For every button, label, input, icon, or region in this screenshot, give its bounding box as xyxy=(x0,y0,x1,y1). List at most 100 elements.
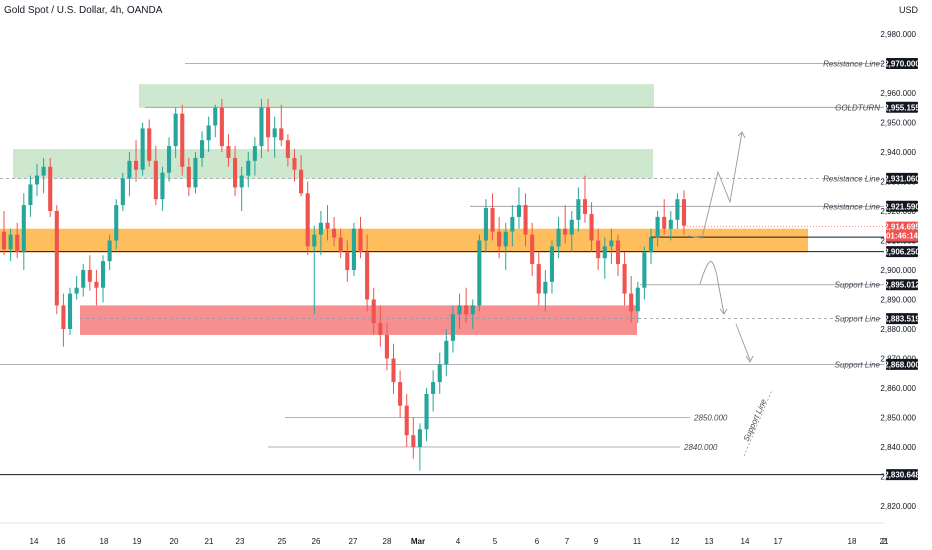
price-tick: 2,850.000 xyxy=(880,414,916,423)
candle-body xyxy=(28,184,33,206)
price-tick: 2,960.000 xyxy=(880,89,916,98)
candle-body xyxy=(140,128,145,170)
price-badge-text: 2,868.000 xyxy=(884,360,920,369)
time-tick: 21 xyxy=(205,537,214,546)
candle-body xyxy=(173,113,178,147)
chart-title: Gold Spot / U.S. Dollar, 4h, OANDA xyxy=(4,5,163,16)
candle-body xyxy=(180,113,185,167)
time-tick: 13 xyxy=(705,537,714,546)
candle-body xyxy=(642,252,647,288)
candle-body xyxy=(497,231,502,247)
candle-body xyxy=(200,140,205,158)
price-badge-text: 2,830.648 xyxy=(884,471,920,480)
price-tick: 2,840.000 xyxy=(880,443,916,452)
candle-body xyxy=(569,219,574,235)
candle-body xyxy=(582,199,588,214)
projection-line xyxy=(735,323,751,361)
price-badge-text: 2,931.060 xyxy=(884,174,920,183)
candle-body xyxy=(81,270,86,288)
candle-body xyxy=(450,314,455,341)
candle-body xyxy=(252,146,257,161)
candle-body xyxy=(675,199,680,220)
price-tick: 2,940.000 xyxy=(880,148,916,157)
price-tick: 2,980.000 xyxy=(880,30,916,39)
current-price-badge xyxy=(886,221,918,242)
price-badge xyxy=(886,200,918,212)
candle-body xyxy=(325,222,330,229)
time-tick: 9 xyxy=(594,537,599,546)
price-badge xyxy=(886,246,918,258)
candle-body xyxy=(516,205,521,217)
candle-body xyxy=(285,140,290,158)
candle-body xyxy=(510,216,515,232)
candle-body xyxy=(530,234,535,265)
candle-body xyxy=(266,107,271,138)
candle-body xyxy=(424,393,429,430)
candle-body xyxy=(648,237,654,253)
time-tick: 14 xyxy=(30,537,39,546)
candle-body xyxy=(259,107,264,147)
candle-body xyxy=(635,287,640,312)
time-tick: 23 xyxy=(236,537,245,546)
candle-body xyxy=(206,125,211,141)
candle-body xyxy=(160,172,165,200)
candle-body xyxy=(147,128,152,161)
candle-body xyxy=(338,237,343,253)
candle-body xyxy=(398,382,403,406)
price-tick: 2,950.000 xyxy=(880,119,916,128)
candle-body xyxy=(417,429,422,447)
candle-body xyxy=(470,305,475,315)
mini-level-label: 2850.000 xyxy=(693,414,728,423)
time-tick: 14 xyxy=(741,537,750,546)
price-badge xyxy=(886,172,918,184)
arrow-up-head xyxy=(737,131,746,139)
zones-layer xyxy=(0,84,808,335)
time-tick: 17 xyxy=(774,537,783,546)
candle-body xyxy=(589,213,594,241)
trendline-label: Support Line xyxy=(742,397,769,443)
mini-level-label: 2840.000 xyxy=(683,443,718,452)
candle-body xyxy=(384,334,389,359)
candle-body xyxy=(114,205,119,241)
time-tick: Mar xyxy=(411,537,425,546)
demand-zone xyxy=(80,305,637,335)
candle-body xyxy=(576,199,581,220)
candle-body xyxy=(378,323,383,335)
candle-body xyxy=(629,293,634,312)
level-label: Support Line xyxy=(835,360,881,369)
candle-countdown-text: 01:46:14 xyxy=(886,232,919,241)
level-label: Resistance Line xyxy=(823,60,880,69)
currency-label[interactable]: USD xyxy=(898,5,918,15)
candle-body xyxy=(444,340,449,365)
candle-body xyxy=(21,205,26,253)
time-tick: 20 xyxy=(170,537,179,546)
candle-body xyxy=(94,281,99,288)
resistance-zone xyxy=(13,149,653,179)
candle-body xyxy=(219,107,224,147)
candle-body xyxy=(246,160,251,176)
support-zone xyxy=(0,228,808,253)
candle-body xyxy=(34,175,40,185)
time-tick: 18 xyxy=(848,537,857,546)
time-tick: 12 xyxy=(671,537,680,546)
candle-body xyxy=(61,305,66,329)
candle-body xyxy=(668,219,673,229)
candle-body xyxy=(404,405,409,436)
time-tick: 16 xyxy=(57,537,66,546)
candle-body xyxy=(233,157,238,188)
time-tick: 28 xyxy=(383,537,392,546)
candle-body xyxy=(457,305,462,315)
price-badge xyxy=(886,101,918,113)
time-tick: 21 xyxy=(880,537,889,546)
candle-body xyxy=(1,231,7,250)
resistance-zone xyxy=(139,84,654,108)
price-tick: 2,820.000 xyxy=(880,502,916,511)
candle-body xyxy=(312,234,317,247)
candle-body xyxy=(67,293,73,329)
price-badge xyxy=(886,469,918,481)
time-axis[interactable]: 14 16 18 19 20 21 23 25 26 27 28 Mar 4 5 6 7 9 11 12 13 14 17… xyxy=(0,522,889,546)
candle-body xyxy=(563,228,568,235)
bullish-projection-path xyxy=(687,131,743,239)
time-tick: 25 xyxy=(278,537,287,546)
